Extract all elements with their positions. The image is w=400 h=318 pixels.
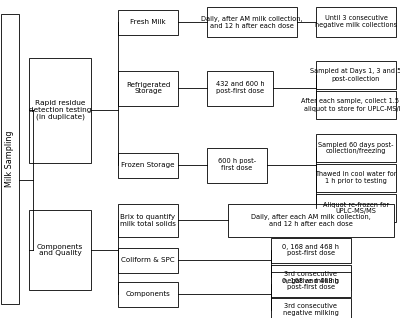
Text: 0, 168 and 468 h
post-first dose: 0, 168 and 468 h post-first dose bbox=[282, 278, 340, 291]
FancyBboxPatch shape bbox=[118, 10, 178, 34]
FancyBboxPatch shape bbox=[29, 210, 91, 290]
FancyBboxPatch shape bbox=[29, 58, 91, 162]
FancyBboxPatch shape bbox=[228, 204, 394, 237]
Text: Aliquot re-frozen for
UPLC-MS/MS: Aliquot re-frozen for UPLC-MS/MS bbox=[323, 202, 389, 215]
Text: After each sample, collect 1.5 mL
aliquot to store for UPLC-MS/MS: After each sample, collect 1.5 mL aliquo… bbox=[301, 99, 400, 112]
FancyBboxPatch shape bbox=[118, 247, 178, 273]
Text: Sampled at Days 1, 3 and 5
post-collection: Sampled at Days 1, 3 and 5 post-collecti… bbox=[310, 68, 400, 81]
Text: Brix to quantify
milk total solids: Brix to quantify milk total solids bbox=[120, 213, 176, 226]
FancyBboxPatch shape bbox=[316, 134, 396, 162]
FancyBboxPatch shape bbox=[316, 91, 396, 119]
Text: 3rd consecutive
negative milking: 3rd consecutive negative milking bbox=[283, 271, 339, 284]
Text: 600 h post-
first dose: 600 h post- first dose bbox=[218, 158, 256, 171]
FancyBboxPatch shape bbox=[118, 204, 178, 237]
Text: Until 3 consecutive
negative milk collections: Until 3 consecutive negative milk collec… bbox=[315, 16, 397, 29]
FancyBboxPatch shape bbox=[118, 281, 178, 307]
FancyBboxPatch shape bbox=[271, 238, 351, 262]
Text: Components: Components bbox=[126, 291, 170, 297]
FancyBboxPatch shape bbox=[1, 14, 19, 304]
Text: Daily, after each AM milk collection,
and 12 h after each dose: Daily, after each AM milk collection, an… bbox=[251, 213, 371, 226]
FancyBboxPatch shape bbox=[207, 7, 297, 37]
Text: Fresh Milk: Fresh Milk bbox=[130, 19, 166, 25]
Text: Rapid residue
detection testing
(in duplicate): Rapid residue detection testing (in dupl… bbox=[29, 100, 91, 120]
FancyBboxPatch shape bbox=[207, 71, 273, 106]
Text: Sampled 60 days post-
collection/freezing: Sampled 60 days post- collection/freezin… bbox=[318, 142, 394, 155]
Text: Components
and Quality: Components and Quality bbox=[37, 244, 83, 257]
FancyBboxPatch shape bbox=[271, 298, 351, 318]
Text: 0, 168 and 468 h
post-first dose: 0, 168 and 468 h post-first dose bbox=[282, 244, 340, 257]
Text: Frozen Storage: Frozen Storage bbox=[121, 162, 175, 168]
Text: Refrigerated
Storage: Refrigerated Storage bbox=[126, 81, 170, 94]
FancyBboxPatch shape bbox=[118, 71, 178, 106]
Text: 3rd consecutive
negative milking: 3rd consecutive negative milking bbox=[283, 303, 339, 316]
Text: Milk Sampling: Milk Sampling bbox=[6, 131, 14, 187]
FancyBboxPatch shape bbox=[207, 148, 267, 183]
FancyBboxPatch shape bbox=[316, 7, 396, 37]
FancyBboxPatch shape bbox=[316, 164, 396, 192]
FancyBboxPatch shape bbox=[271, 272, 351, 296]
FancyBboxPatch shape bbox=[316, 61, 396, 89]
FancyBboxPatch shape bbox=[271, 265, 351, 289]
Text: Coliform & SPC: Coliform & SPC bbox=[121, 257, 175, 263]
Text: Thawed in cool water for
1 h prior to testing: Thawed in cool water for 1 h prior to te… bbox=[315, 171, 397, 184]
FancyBboxPatch shape bbox=[118, 153, 178, 177]
Text: Daily, after AM milk collection,
and 12 h after each dose: Daily, after AM milk collection, and 12 … bbox=[201, 16, 303, 29]
FancyBboxPatch shape bbox=[316, 194, 396, 222]
Text: 432 and 600 h
post-first dose: 432 and 600 h post-first dose bbox=[216, 81, 264, 94]
